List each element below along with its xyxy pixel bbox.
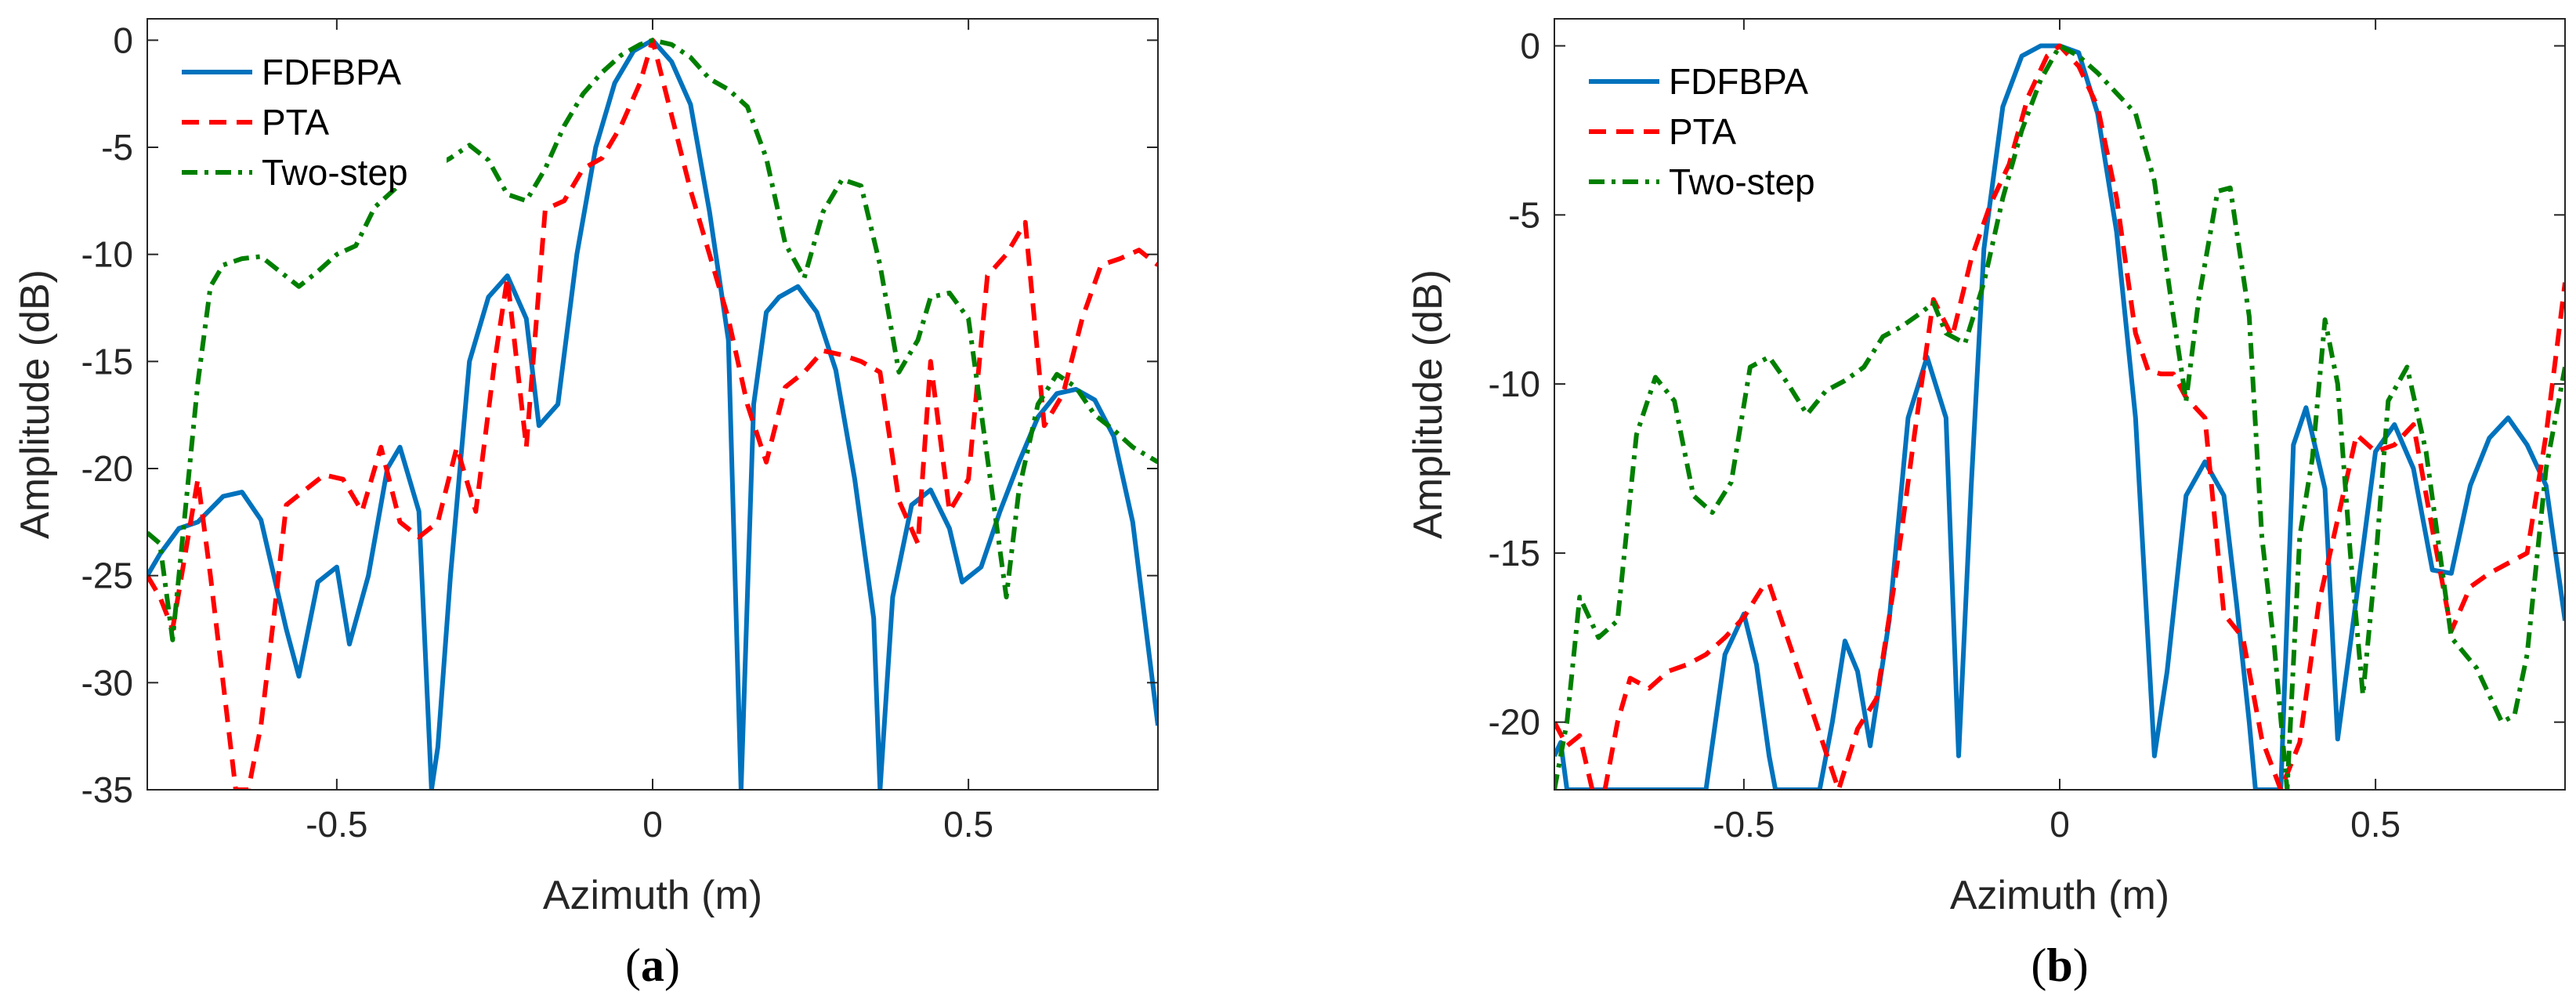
legend-label: PTA xyxy=(262,102,329,143)
legend-a: FDFBPA PTA Two-step xyxy=(172,31,447,193)
y-axis-label-b: Amplitude (dB) xyxy=(1406,270,1451,539)
y-tick-label: -15 xyxy=(1489,533,1540,574)
y-tick-label: -5 xyxy=(101,127,133,168)
y-tick-label: -25 xyxy=(81,555,133,596)
panel-label-b: (b) xyxy=(2031,939,2088,991)
legend-label: FDFBPA xyxy=(1669,61,1808,102)
y-axis-label-a: Amplitude (dB) xyxy=(13,270,58,539)
series-line-two-step-a xyxy=(147,38,1158,642)
y-tick-label: -20 xyxy=(81,448,133,489)
y-tick-label: -20 xyxy=(1489,702,1540,743)
legend-label: Two-step xyxy=(1669,161,1815,202)
x-tick-label: 0.5 xyxy=(2350,804,2401,845)
y-tick-label: -10 xyxy=(1489,364,1540,404)
series-line-fdfbpa-b xyxy=(1554,43,2565,790)
x-tick-label: -0.5 xyxy=(306,804,367,845)
legend-b: FDFBPA PTA Two-step xyxy=(1579,41,1854,202)
y-tick-label: -10 xyxy=(81,234,133,275)
series-line-two-step-b xyxy=(1554,43,2565,790)
legend-box-a xyxy=(172,31,447,188)
legend-label: Two-step xyxy=(262,152,408,193)
x-axis-label-b: Azimuth (m) xyxy=(1950,873,2169,918)
y-tick-label: -5 xyxy=(1508,194,1540,235)
panel-b: -0.5 0 0.5 0 -5 -10 -15 -20 FDFBPA PTA Two-step A… xyxy=(1406,18,2566,991)
x-axis-label-a: Azimuth (m) xyxy=(543,873,762,918)
y-tick-label: 0 xyxy=(113,20,133,60)
panel-label-a: (a) xyxy=(625,939,680,991)
y-tick-label: -35 xyxy=(81,769,133,810)
x-tick-label: 0 xyxy=(2050,804,2070,845)
series-line-pta-a xyxy=(147,38,1158,790)
y-tick-label: 0 xyxy=(1520,26,1540,67)
x-tick-label: -0.5 xyxy=(1713,804,1775,845)
y-tick-label: -15 xyxy=(81,341,133,382)
panel-a: -0.5 0 0.5 0 -5 -10 -15 -20 -25 -30 -35 FDFBPA PTA T… xyxy=(13,18,1159,991)
y-tick-label: -30 xyxy=(81,662,133,703)
x-tick-label: 0 xyxy=(642,804,663,845)
series-line-pta-b xyxy=(1554,43,2565,790)
x-tick-label: 0.5 xyxy=(943,804,993,845)
legend-label: PTA xyxy=(1669,111,1736,152)
legend-box-b xyxy=(1579,41,1854,197)
legend-label: FDFBPA xyxy=(262,52,401,92)
